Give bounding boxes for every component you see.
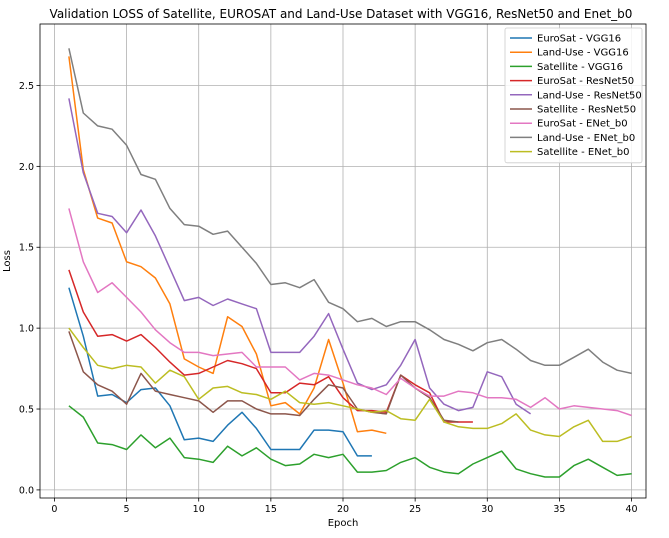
series-lines	[68, 48, 632, 478]
series-line-1	[68, 287, 372, 457]
series-line-2	[68, 56, 387, 435]
x-tick-label: 15	[265, 504, 277, 515]
x-axis-ticks: 0 5 10 15 20 25 30 35 40	[51, 498, 638, 515]
x-tick-label: 25	[409, 504, 421, 515]
legend-label: EuroSat - VGG16	[537, 34, 621, 45]
legend-label: Land-Use - ResNet50	[537, 90, 642, 101]
series-line-6	[68, 331, 459, 423]
y-tick-label: 1.5	[19, 243, 34, 254]
legend-label: Satellite - ResNet50	[537, 105, 636, 116]
legend-label: Land-Use - ENet_b0	[537, 133, 635, 144]
series-line-9	[68, 327, 632, 443]
y-tick-label: 0.0	[19, 485, 34, 496]
x-tick-label: 0	[51, 504, 57, 515]
legend: EuroSat - VGG16 Land-Use - VGG16 Satellite…	[504, 27, 643, 164]
x-axis-label: Epoch	[328, 518, 359, 529]
x-tick-label: 20	[337, 504, 349, 515]
y-tick-label: 0.5	[19, 405, 34, 416]
legend-box	[504, 27, 643, 164]
y-tick-label: 1.0	[19, 324, 34, 335]
x-tick-label: 40	[626, 504, 638, 515]
x-tick-label: 10	[193, 504, 205, 515]
series-line-7	[68, 208, 632, 417]
x-tick-label: 5	[124, 504, 130, 515]
chart-title: Validation LOSS of Satellite, EUROSAT an…	[50, 7, 633, 21]
series-line-4	[68, 269, 473, 423]
y-axis-label: Loss	[2, 250, 13, 272]
legend-label: Satellite - VGG16	[537, 62, 623, 73]
legend-label: EuroSat - ResNet50	[537, 76, 634, 87]
legend-label: Satellite - ENet_b0	[537, 147, 630, 158]
x-tick-label: 35	[553, 504, 565, 515]
y-tick-label: 2.0	[19, 162, 34, 173]
grid	[40, 24, 646, 498]
series-line-5	[68, 98, 532, 415]
series-line-3	[68, 405, 632, 478]
legend-label: EuroSat - ENet_b0	[537, 119, 628, 130]
x-tick-label: 30	[481, 504, 493, 515]
y-tick-label: 2.5	[19, 81, 34, 92]
legend-label: Land-Use - VGG16	[537, 48, 629, 59]
series-line-8	[68, 48, 632, 375]
y-axis-ticks: 0.0 0.5 1.0 1.5 2.0 2.5	[19, 81, 40, 496]
